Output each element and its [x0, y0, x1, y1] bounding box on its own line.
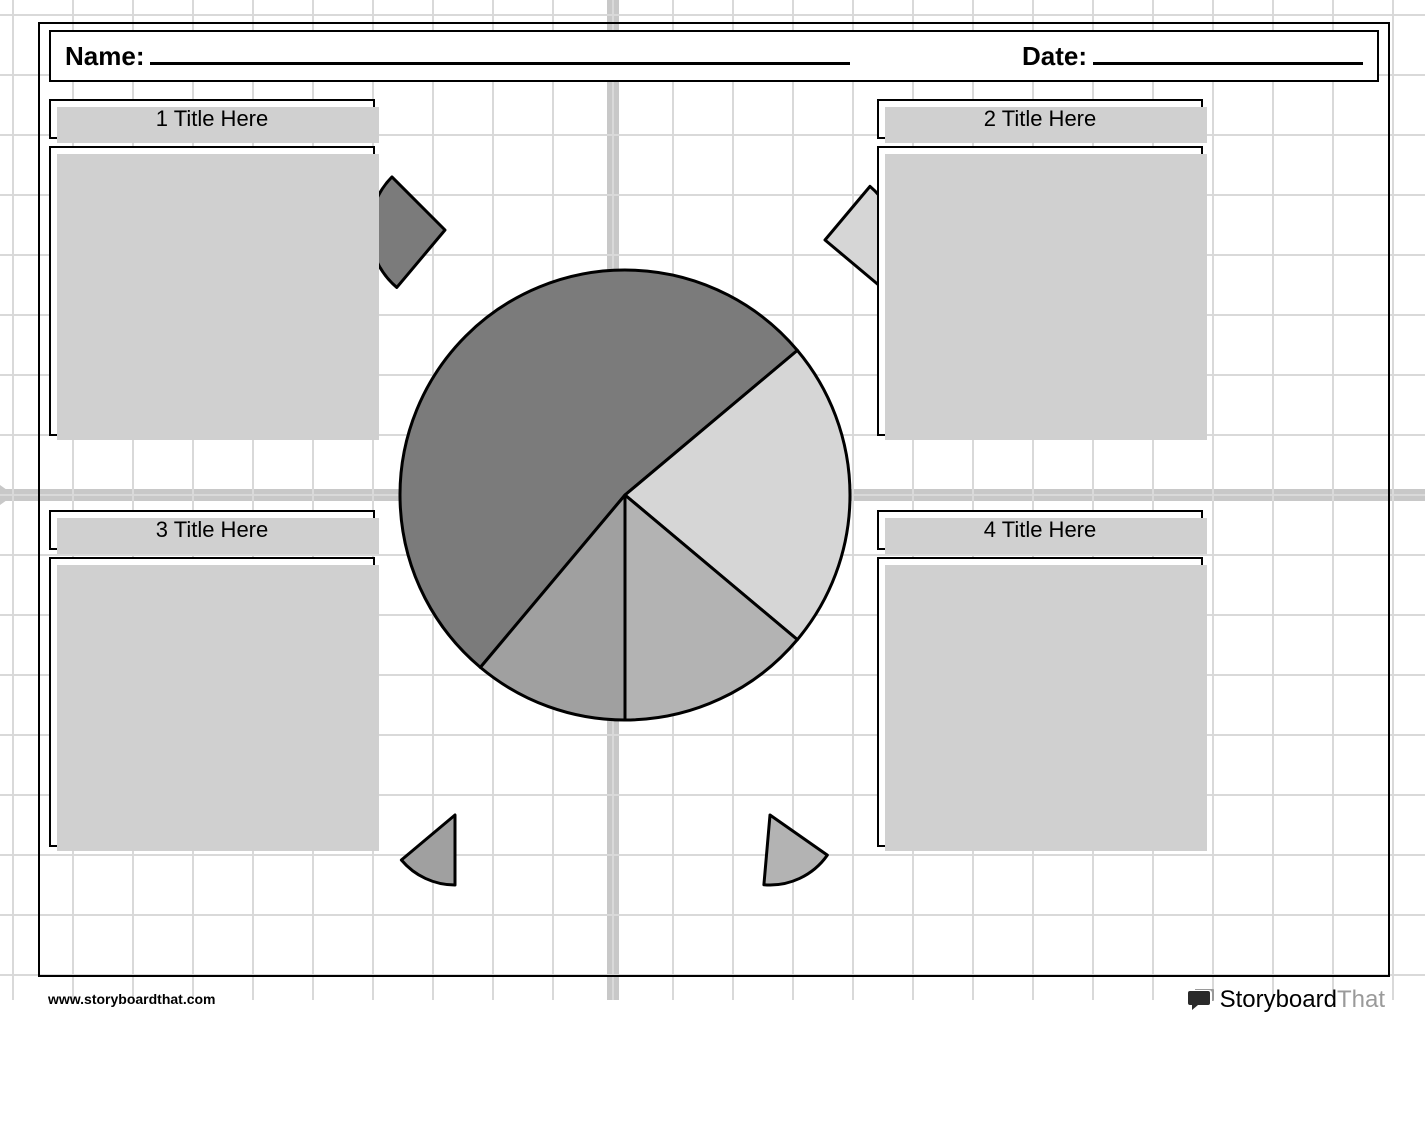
name-blank-line[interactable] — [150, 41, 850, 65]
date-label: Date: — [1022, 41, 1087, 72]
quadrant-2-title: 2 Title Here — [877, 99, 1203, 139]
quadrant-4-title: 4 Title Here — [877, 510, 1203, 550]
footer-logo: StoryboardThat — [1188, 986, 1385, 1014]
quadrant-2-content[interactable] — [877, 146, 1203, 436]
quadrant-4-title-text: 4 Title Here — [984, 517, 1097, 543]
speech-bubble-icon — [1188, 989, 1214, 1011]
footer-url: www.storyboardthat.com — [48, 991, 216, 1007]
name-label: Name: — [65, 41, 144, 72]
quadrant-1-content[interactable] — [49, 146, 375, 436]
quadrant-3-title: 3 Title Here — [49, 510, 375, 550]
quadrant-2-title-text: 2 Title Here — [984, 106, 1097, 132]
quadrant-1-title-text: 1 Title Here — [156, 106, 269, 132]
brand-suffix: That — [1337, 986, 1385, 1014]
quadrant-3-title-text: 3 Title Here — [156, 517, 269, 543]
quadrant-3-content[interactable] — [49, 557, 375, 847]
brand-main: Storyboard — [1220, 986, 1337, 1014]
worksheet-header: Name: Date: — [49, 30, 1379, 82]
date-blank-line[interactable] — [1093, 41, 1363, 65]
quadrant-4-content[interactable] — [877, 557, 1203, 847]
quadrant-1-title: 1 Title Here — [49, 99, 375, 139]
